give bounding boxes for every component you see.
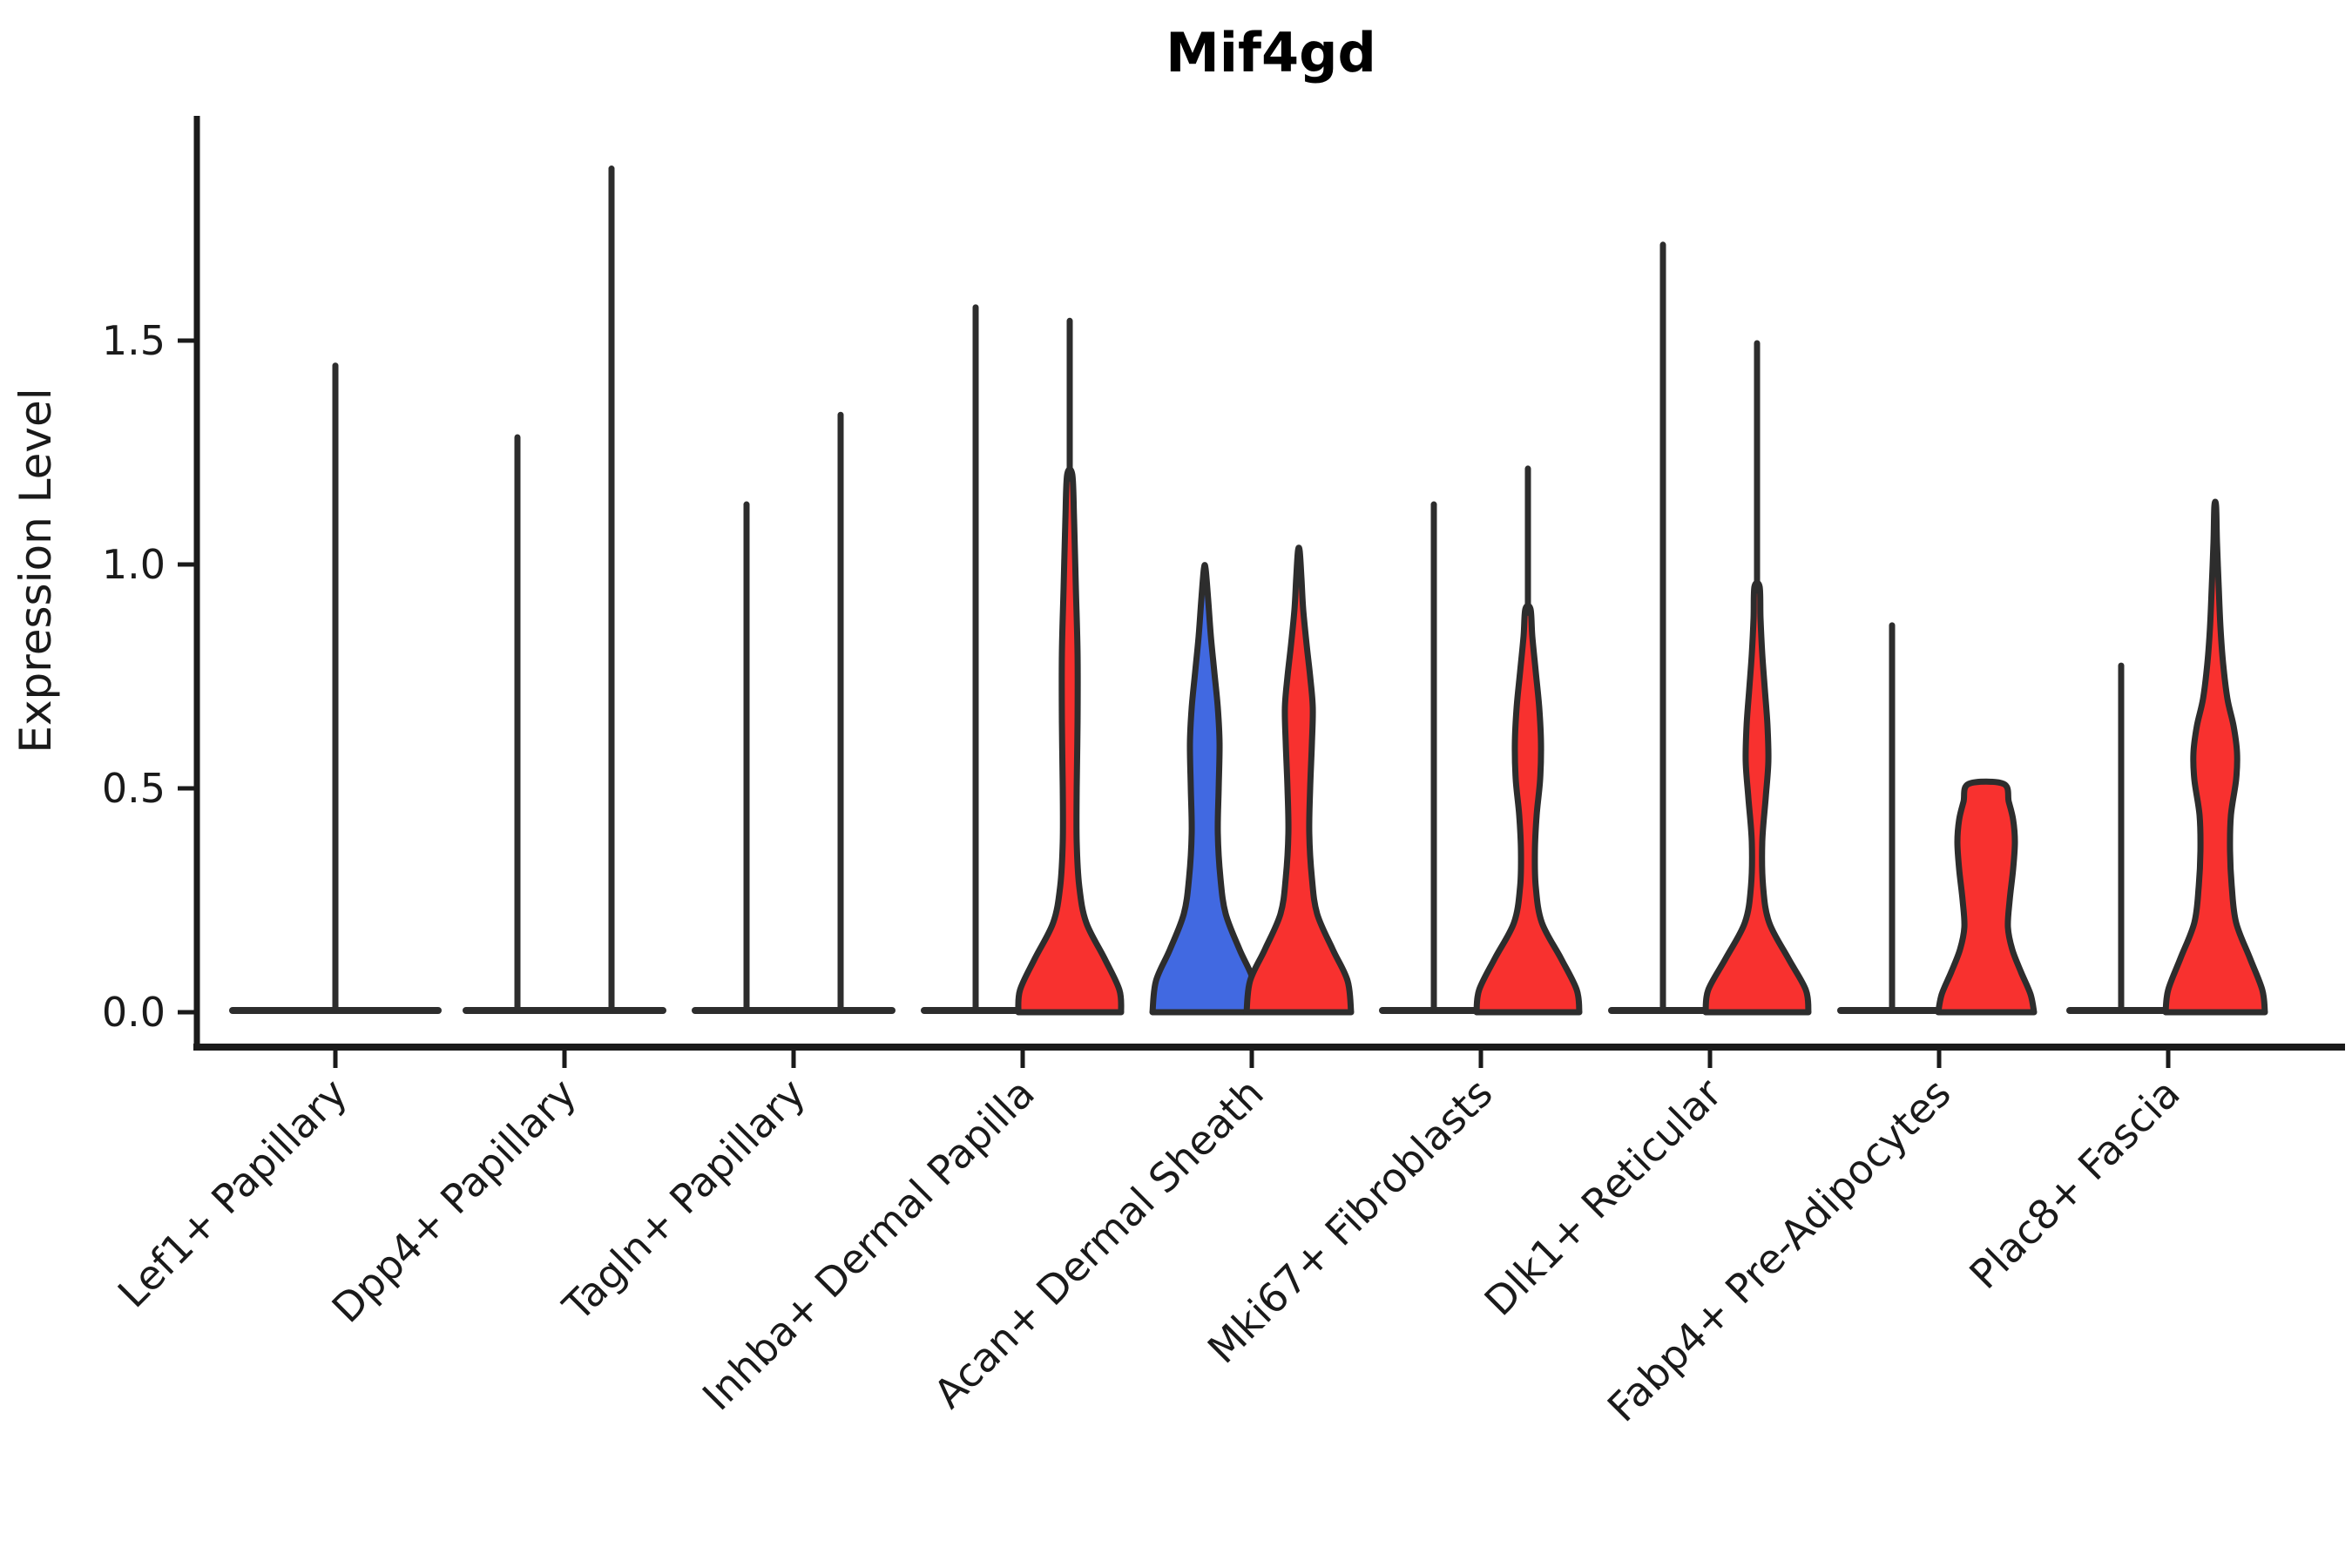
y-axis-label: Expression Level <box>10 388 61 753</box>
y-tick-label: 0.5 <box>102 765 166 812</box>
violins-layer <box>229 166 2268 1016</box>
x-tick-label: Dlk1+ Reticular <box>1476 1070 1731 1325</box>
violin-5-right <box>1243 544 1355 1016</box>
y-tick-label: 1.5 <box>102 317 166 364</box>
axes-layer <box>178 116 2345 1068</box>
violin-5-left <box>1149 562 1260 1016</box>
x-tick-label: Lef1+ Papillary <box>109 1070 356 1317</box>
x-tick-label: Plac8+ Fascia <box>1960 1070 2188 1298</box>
violin-7-right <box>1702 579 1812 1016</box>
violin-9-right <box>2162 498 2268 1016</box>
x-tick-label: Dpp4+ Papillary <box>323 1070 585 1332</box>
violin-8-right <box>1935 778 2038 1016</box>
violin-4-right <box>1015 466 1125 1016</box>
y-tick-label: 0.0 <box>102 989 166 1036</box>
chart-title: Mif4gd <box>1166 21 1376 84</box>
violin-6-right <box>1473 603 1583 1016</box>
x-tick-label: Tagln+ Papillary <box>553 1070 814 1331</box>
y-tick-label: 1.0 <box>102 541 166 588</box>
